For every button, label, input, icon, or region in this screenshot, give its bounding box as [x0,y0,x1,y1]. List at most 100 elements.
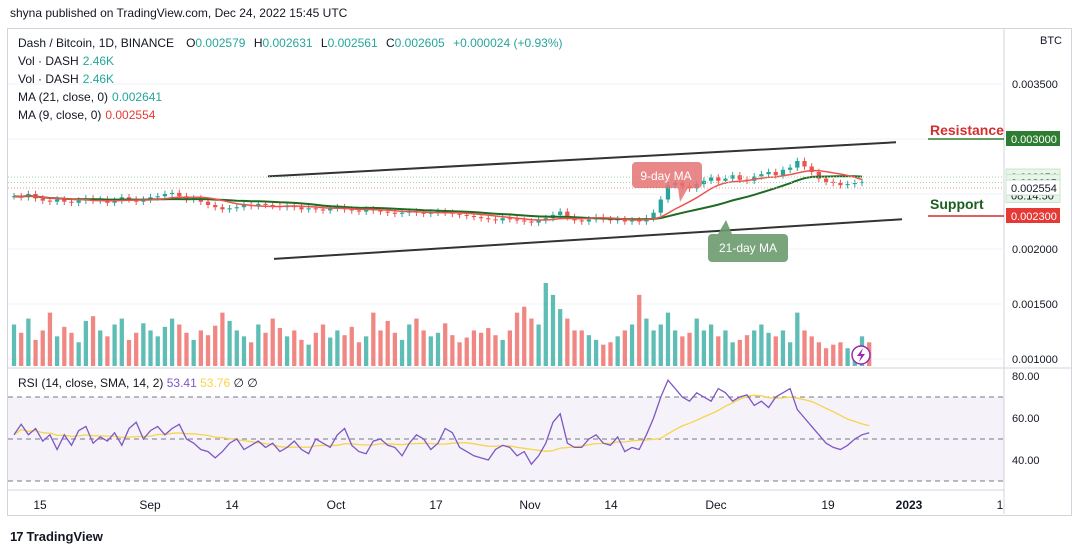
volume-bar [40,330,45,366]
chart-frame[interactable] [7,28,1072,516]
candle-body [213,205,218,208]
volume-bar [277,328,283,366]
candle-body [579,220,584,222]
rsi-empty-2: ∅ [247,376,258,390]
volume-bar [241,336,247,366]
candle-body [493,219,498,221]
candle-body [708,177,714,181]
volume-bar [680,336,685,366]
volume-bar [629,324,635,366]
volume-bar [162,326,168,366]
volume-bar [723,330,728,366]
rsi-legend[interactable]: RSI (14, close, SMA, 14, 2) 53.41 53.76 … [18,376,258,390]
trend-channel [267,141,903,260]
candle-body [665,185,671,200]
candle-body [220,207,225,210]
volume-bar [486,328,491,366]
volume-bar [213,325,218,366]
volume-bar [694,318,699,366]
tradingview-footer[interactable]: 17 TradingView [10,529,103,544]
volume-bar [701,330,707,366]
volume-bar [478,332,484,366]
candle-body [47,200,53,202]
candle-body [241,205,247,208]
support-label: Support [930,196,984,212]
candle-body [651,212,656,219]
candle-body [500,218,505,221]
volume-bar [126,339,132,366]
volume-bar [708,324,714,366]
volume-bar [76,342,81,366]
volume-bar [306,344,311,366]
volume-bar [435,332,441,366]
time-tick-label: 14 [604,498,618,512]
candle-body [558,211,563,215]
candle-body [256,203,261,207]
volume-bar [220,312,225,366]
symbol-label[interactable]: Dash / Bitcoin, 1D, BINANCE [18,36,175,50]
volume-bar [759,324,764,366]
candle-body [845,184,850,186]
volume-bar [299,339,304,366]
volume-bar [134,332,139,366]
volume-bar [155,336,160,366]
candle-body [629,220,635,222]
candle-body [795,161,800,168]
ma21-label[interactable]: MA (21, close, 0) [18,90,109,104]
annotations: Resistance Support 9-day MA 21-day MA [632,122,1004,365]
time-tick-label: Nov [519,498,540,512]
price-tag-label: 0.002300 [1011,211,1057,223]
candle-body [320,209,326,211]
volume-bar [11,324,17,366]
candle-body [328,208,333,211]
vol1-label[interactable]: Vol · DASH [18,54,79,68]
volume-bar [292,330,297,366]
candle-body [622,219,627,222]
tradingview-brand: TradingView [26,529,103,544]
candle-body [536,220,541,223]
vol2-label[interactable]: Vol · DASH [18,72,79,86]
volume-bar [522,306,527,366]
volume-bar [191,339,196,366]
volume-bar [263,332,268,366]
channel-lower-line [273,218,903,260]
volume-bar [198,330,203,366]
candle-body [586,219,592,222]
volume-bar [493,335,498,366]
volume-bar [536,324,541,366]
candle-body [270,205,275,207]
price-tick-label: 0.001500 [1012,299,1058,311]
volume-bar [816,342,822,366]
candle-body [126,197,132,200]
volume-bar [270,318,275,366]
volume-bar [773,336,778,366]
volume-bar [184,332,189,366]
candle-body [766,172,771,175]
candle-body [787,167,793,170]
volume-bar [256,324,261,366]
volume-bar [744,335,750,366]
volume-bar [787,342,793,366]
volume-bar [795,312,800,366]
time-tick-label: Sep [139,498,161,512]
volume-bar [342,335,347,366]
volume-bar [385,320,390,366]
volume-bar [148,330,153,366]
volume-bar [371,312,376,366]
candle-body [40,198,45,201]
volume-bar [98,330,103,366]
ma9-label[interactable]: MA (9, close, 0) [18,108,102,122]
tradingview-logo-icon: 17 [10,529,24,544]
channel-upper-line [267,141,897,178]
price-tag [1006,131,1060,146]
lightning-icon[interactable] [851,345,871,365]
candle-body [205,201,211,205]
volume-bar [407,324,412,366]
volume-bar [737,339,742,366]
volume-bar [414,318,419,366]
ma9-value: 0.002554 [105,108,156,122]
volume-bar [766,332,771,366]
volume-bar [428,336,433,366]
volume-bar [464,337,469,366]
